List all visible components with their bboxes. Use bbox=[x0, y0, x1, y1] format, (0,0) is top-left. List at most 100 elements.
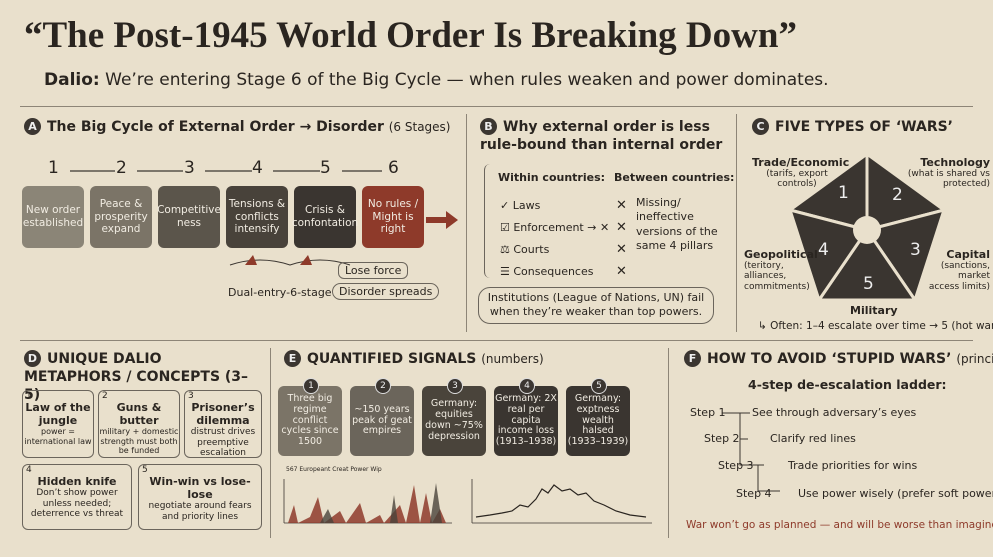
ladder-connectors bbox=[722, 412, 780, 492]
metaphor-desc: distrust drives preemptive escalation bbox=[190, 427, 256, 459]
section-c-title: C FIVE TYPES OF ‘WARS’ bbox=[752, 118, 953, 135]
signal: Three big regime conflict cycles since 1… bbox=[278, 386, 342, 456]
type-name: Capital bbox=[946, 248, 990, 261]
step-text: Use power wisely (prefer soft power) bbox=[798, 487, 993, 500]
type-detail: (tarifs, export controls) bbox=[766, 169, 828, 190]
metaphor-num: 4 bbox=[26, 465, 32, 475]
subtitle-lead: Dalio: bbox=[44, 70, 100, 90]
warning: War won’t go as planned — and will be wo… bbox=[686, 519, 993, 531]
lose-force: Lose force bbox=[338, 262, 409, 279]
divider bbox=[20, 340, 973, 341]
type-1: Trade/Economic (tarifs, export controls) bbox=[752, 156, 850, 190]
within-head: Within countries: bbox=[498, 171, 606, 184]
section-f-title: F HOW TO AVOID ‘STUPID WARS’ (principles) bbox=[684, 350, 993, 367]
stage-arrows bbox=[70, 170, 458, 266]
stage-num: 3 bbox=[184, 158, 195, 178]
type-num: 1 bbox=[838, 183, 849, 203]
title-text: QUANTIFIED SIGNALS bbox=[307, 351, 477, 367]
step-label: Step 3 bbox=[718, 459, 754, 472]
divider bbox=[270, 348, 271, 538]
between-head: Between countries: bbox=[614, 171, 735, 184]
divider bbox=[668, 348, 669, 538]
item-text: Consequences bbox=[513, 265, 594, 278]
stage-num: 4 bbox=[252, 158, 263, 178]
metaphor-num: 3 bbox=[188, 391, 194, 401]
metaphor-title: Prisoner’s dilemma bbox=[191, 401, 255, 428]
stage: Competitive ness bbox=[157, 186, 221, 248]
type-detail: (sanctions, market access limits) bbox=[928, 261, 990, 292]
title: “The Post-1945 World Order Is Breaking D… bbox=[24, 15, 797, 56]
badge: B bbox=[480, 118, 497, 135]
comparison-box bbox=[484, 164, 731, 278]
crosses: ✕ ✕ ✕ ✕ bbox=[616, 198, 627, 279]
stage-num: 5 bbox=[320, 158, 331, 178]
metaphor-desc: negotiate around fears and priority line… bbox=[148, 501, 252, 522]
item: ☰ Consequences bbox=[500, 265, 594, 278]
stage: Crisis & confontation bbox=[292, 186, 358, 248]
type-3: Capital (sanctions, market access limits) bbox=[928, 248, 990, 292]
step-text: Clarify red lines bbox=[770, 432, 856, 445]
type-4: Geopolitical (teritory, alliances, commit… bbox=[744, 248, 818, 292]
signal: Germany: exptness wealth halsed (1933–19… bbox=[566, 386, 630, 456]
section-e-title: E QUANTIFIED SIGNALS (numbers) bbox=[284, 350, 544, 367]
divider bbox=[466, 114, 467, 332]
signal: Germany: equities down ~75% depression bbox=[422, 386, 486, 456]
badge: D bbox=[24, 350, 41, 367]
metaphor-num: 5 bbox=[142, 465, 148, 475]
ladder-title: 4-step de-escalation ladder: bbox=[748, 377, 947, 392]
metaphor: 2 Guns & butter military + domestic streng… bbox=[98, 390, 180, 458]
title-note: (numbers) bbox=[481, 352, 544, 366]
type-2: Technology (what is shared vs protected) bbox=[900, 156, 990, 190]
type-name: Trade/Economic bbox=[752, 156, 850, 169]
signal-num: 1 bbox=[303, 378, 319, 394]
metaphor: 1 Law of the jungle power = international … bbox=[22, 390, 94, 458]
item-text: Courts bbox=[513, 243, 550, 256]
subtitle: Dalio: We’re entering Stage 6 of the Big… bbox=[44, 70, 829, 90]
type-num: 3 bbox=[910, 240, 921, 260]
metaphor-title: Win-win vs lose-lose bbox=[149, 475, 251, 502]
subtitle-text: We’re entering Stage 6 of the Big Cycle … bbox=[105, 70, 829, 90]
stage-row: 1 New order established 2 Peace & prosperi… bbox=[22, 158, 424, 248]
divider bbox=[736, 114, 737, 332]
type-num: 2 bbox=[892, 185, 903, 205]
escalation-note: ↳ Often: 1–4 escalate over time → 5 (hot… bbox=[758, 320, 993, 332]
title-text: HOW TO AVOID ‘STUPID WARS’ bbox=[707, 351, 952, 367]
type-num: 4 bbox=[818, 240, 829, 260]
step-label: Step 2 bbox=[704, 432, 740, 445]
signal-num: 2 bbox=[375, 378, 391, 394]
stage: No rules / Might is right bbox=[362, 186, 424, 248]
stage: New order established bbox=[22, 186, 84, 248]
section-d-title: D UNIQUE DALIO METAPHORS / CONCEPTS (3–5) bbox=[24, 350, 254, 405]
signal-num: 3 bbox=[447, 378, 463, 394]
metaphor: 5 Win-win vs lose-lose negotiate around fe… bbox=[138, 464, 262, 530]
pentagon bbox=[786, 152, 948, 302]
between-text: Missing/ ineffective versions of the sam… bbox=[636, 196, 718, 252]
metaphor-title: Law of the jungle bbox=[25, 401, 91, 428]
type-name: Geopolitical bbox=[744, 248, 818, 261]
step-label: Step 4 bbox=[736, 487, 772, 500]
section-a-title: A The Big Cycle of External Order → Disor… bbox=[24, 118, 451, 135]
title-text: FIVE TYPES OF ‘WARS’ bbox=[775, 119, 954, 135]
section-b-title: B Why external order is less rule-bound t… bbox=[480, 118, 730, 154]
stage-num: 6 bbox=[388, 158, 399, 178]
chart-caption: 567 Europeant Creat Power Wip bbox=[286, 466, 382, 473]
item: ⚖ Courts bbox=[500, 243, 550, 256]
metaphor-desc: Don’t show power unless needed; deterren… bbox=[30, 488, 124, 520]
title-text: The Big Cycle of External Order → Disord… bbox=[47, 119, 384, 135]
item-text: Enforcement bbox=[513, 221, 584, 234]
metaphor-title: Guns & butter bbox=[116, 401, 162, 428]
stage: Peace & prosperity expand bbox=[90, 186, 152, 248]
disorder-spreads: Disorder spreads bbox=[332, 283, 440, 300]
signal: ~150 years peak of geat empires bbox=[350, 386, 414, 456]
note-text: Often: 1–4 escalate over time → 5 (hot w… bbox=[770, 320, 993, 332]
type-detail: (teritory, alliances, commitments) bbox=[744, 261, 810, 292]
metaphor-desc: power = international law bbox=[24, 427, 92, 446]
title-note: (6 Stages) bbox=[388, 120, 451, 134]
metaphor: 4 Hidden knife Don’t show power unless nee… bbox=[22, 464, 132, 530]
metaphor-desc: military + domestic strength must both b… bbox=[99, 427, 179, 455]
item-text: Laws bbox=[512, 199, 541, 212]
step-label: Step 1 bbox=[690, 406, 726, 419]
dual-entry: Dual-entry-6-stage bbox=[228, 286, 332, 299]
signal-row: 1 Three big regime conflict cycles since … bbox=[278, 378, 630, 456]
